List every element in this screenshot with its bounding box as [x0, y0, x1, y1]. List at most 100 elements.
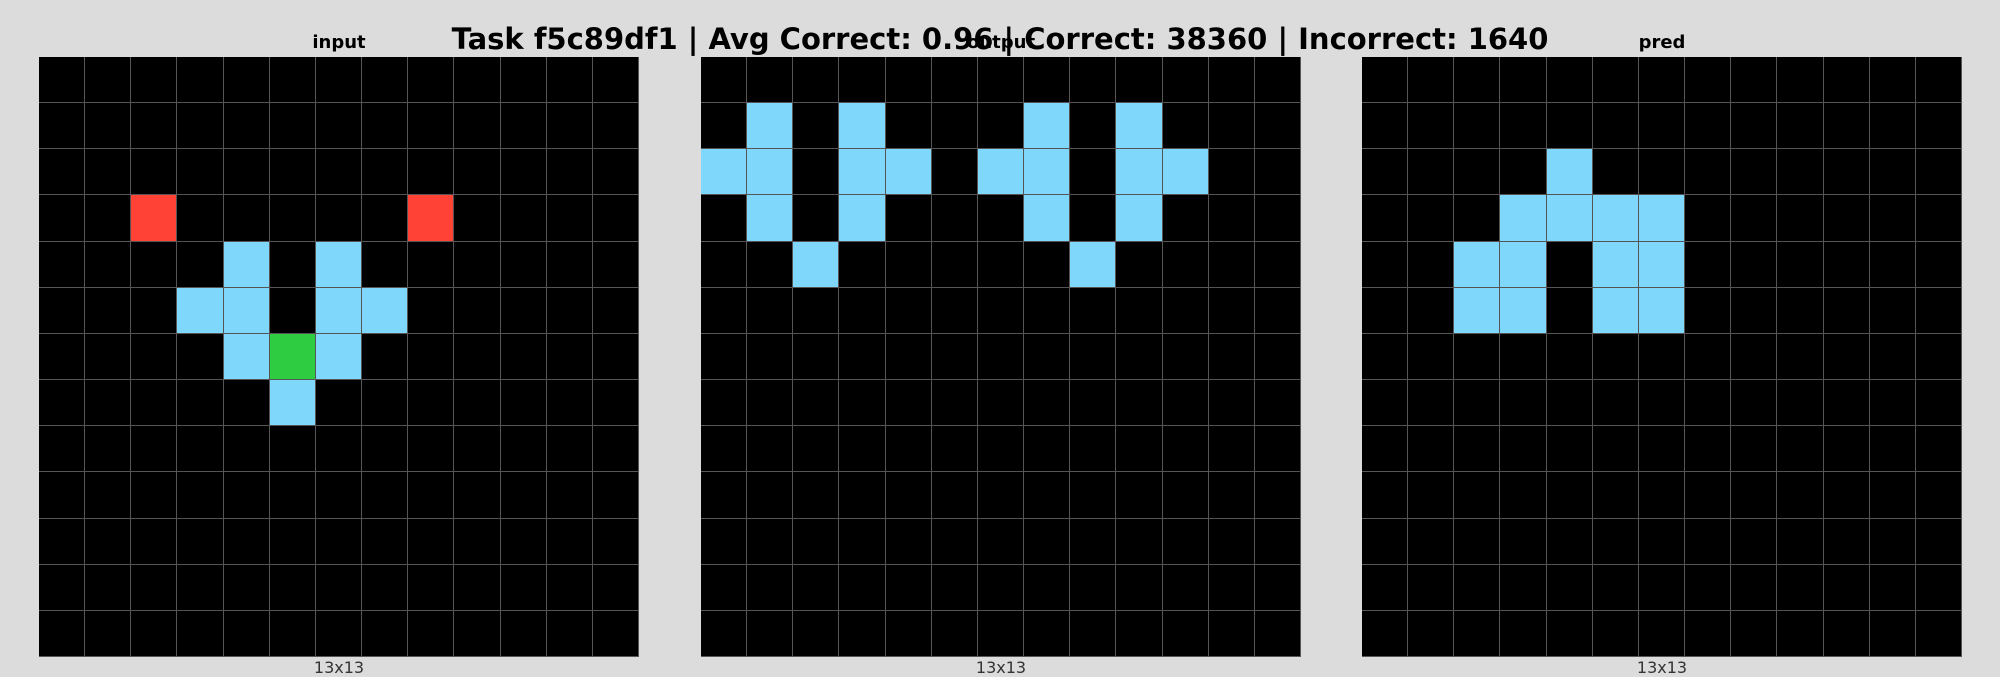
grid-cell [592, 564, 639, 611]
grid-cell [1254, 195, 1301, 242]
grid-cell [546, 195, 593, 242]
grid-cell [223, 103, 270, 150]
grid-cell [977, 149, 1025, 196]
grid-cell [1408, 195, 1455, 242]
grid-cell [269, 610, 316, 657]
grid-cell [546, 57, 593, 104]
grid-cell [1546, 195, 1593, 242]
grid-cell [1408, 518, 1455, 565]
grid-cell [131, 103, 178, 150]
grid-cell [454, 333, 501, 381]
grid-cell [1024, 610, 1071, 657]
grid-cell [1208, 472, 1255, 519]
grid-cell [1592, 103, 1639, 150]
grid-cell [1731, 103, 1778, 150]
grid-cell [1208, 426, 1255, 473]
grid-cell [315, 564, 363, 611]
grid-cell [1408, 564, 1455, 611]
grid-cell [1116, 57, 1163, 104]
grid-cell [793, 333, 840, 381]
grid-cell [362, 518, 409, 565]
grid-cell [1546, 241, 1593, 288]
grid-cell [1638, 287, 1686, 334]
grid-cell [1731, 472, 1778, 519]
grid-cell [39, 241, 86, 288]
grid-cell [454, 149, 501, 196]
grid-cell [1362, 426, 1409, 473]
grid-cell [269, 380, 316, 427]
grid-cell [500, 287, 547, 334]
grid-cell [1823, 426, 1870, 473]
grid-cell [977, 103, 1025, 150]
grid-cell [1254, 426, 1301, 473]
grid-cell [747, 195, 794, 242]
grid-cell [454, 610, 501, 657]
grid-cell [885, 518, 932, 565]
grid-cell [1362, 287, 1409, 334]
grid-cell [1254, 57, 1301, 104]
grid-cell [931, 426, 978, 473]
grid-cell [269, 57, 316, 104]
grid-cell [1869, 426, 1916, 473]
grid-cell [747, 333, 794, 381]
grid-cell [223, 472, 270, 519]
grid-cell [85, 149, 132, 196]
grid-cell [747, 426, 794, 473]
grid-cell [500, 149, 547, 196]
grid-cell [454, 287, 501, 334]
grid-cell [1254, 287, 1301, 334]
grid-cell [1869, 241, 1916, 288]
grid-cell [1500, 472, 1547, 519]
grid-cell [1208, 380, 1255, 427]
grid-cell [1208, 287, 1255, 334]
grid-cell [592, 518, 639, 565]
grid-cell [546, 472, 593, 519]
grid-cell [1592, 426, 1639, 473]
grid-cell [1823, 333, 1870, 381]
grid-cell [85, 333, 132, 381]
grid-cell [39, 149, 86, 196]
grid-cell [1362, 333, 1409, 381]
grid-cell [223, 287, 270, 334]
grid-cell [315, 472, 363, 519]
grid-cell [85, 57, 132, 104]
grid-cell [1915, 564, 1962, 611]
grid-cell [839, 149, 886, 196]
grid-cell [131, 333, 178, 381]
grid-cell [454, 564, 501, 611]
grid-cell [1500, 333, 1547, 381]
grid-cell [546, 426, 593, 473]
grid-cell [747, 610, 794, 657]
grid-cell [931, 610, 978, 657]
grid-cell [546, 610, 593, 657]
grid-cell [1592, 610, 1639, 657]
grid-cell [592, 610, 639, 657]
grid-cell [1408, 610, 1455, 657]
grid-cell [454, 380, 501, 427]
grid-cell [747, 472, 794, 519]
grid-cell [977, 380, 1025, 427]
grid-cell [747, 380, 794, 427]
grid-cell [1731, 149, 1778, 196]
grid-cell [1546, 57, 1593, 104]
grid-cell [546, 287, 593, 334]
grid-cell [1208, 610, 1255, 657]
grid-cell [1070, 241, 1117, 288]
grid-cell [546, 564, 593, 611]
grid-cell [223, 333, 270, 381]
grid-cell [1362, 57, 1409, 104]
grid-cell [885, 380, 932, 427]
input-grid [39, 57, 639, 657]
grid-cell [1362, 610, 1409, 657]
grid-cell [408, 518, 455, 565]
grid-cell [701, 287, 748, 334]
grid-cell [500, 241, 547, 288]
grid-cell [362, 472, 409, 519]
grid-cell [1408, 241, 1455, 288]
grid-cell [1731, 57, 1778, 104]
grid-cell [1731, 564, 1778, 611]
grid-cell [1254, 380, 1301, 427]
grid-cell [315, 518, 363, 565]
grid-cell [500, 610, 547, 657]
grid-cell [39, 426, 86, 473]
